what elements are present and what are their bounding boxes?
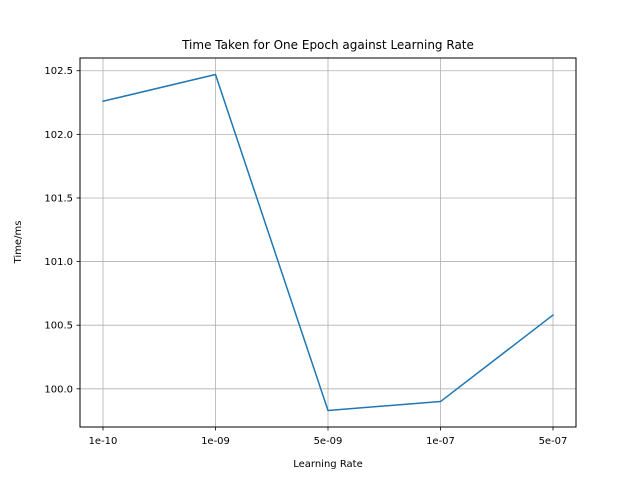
x-tick-label: 5e-07 [539,436,568,447]
y-axis-label: Time/ms [13,221,24,265]
y-axis: 100.0 100.5 101.0 101.5 102.0 102.5 [44,66,80,395]
series-line [102,73,555,412]
grid-lines [80,58,576,427]
y-tick-label: 101.5 [44,193,73,204]
y-tick-label: 101.0 [44,257,73,268]
series-group [102,73,555,412]
chart-title: Time Taken for One Epoch against Learnin… [181,38,474,52]
x-axis: 1e-10 1e-09 5e-09 1e-07 5e-07 [89,427,568,447]
y-tick-label: 102.0 [44,130,73,141]
x-axis-label: Learning Rate [293,459,363,470]
x-tick-label: 1e-07 [426,436,455,447]
x-tick-label: 1e-10 [89,436,118,447]
y-tick-label: 100.5 [44,321,73,332]
x-tick-label: 5e-09 [314,436,343,447]
y-tick-label: 102.5 [44,66,73,77]
y-tick-label: 100.0 [44,384,73,395]
x-tick-label: 1e-09 [201,436,230,447]
